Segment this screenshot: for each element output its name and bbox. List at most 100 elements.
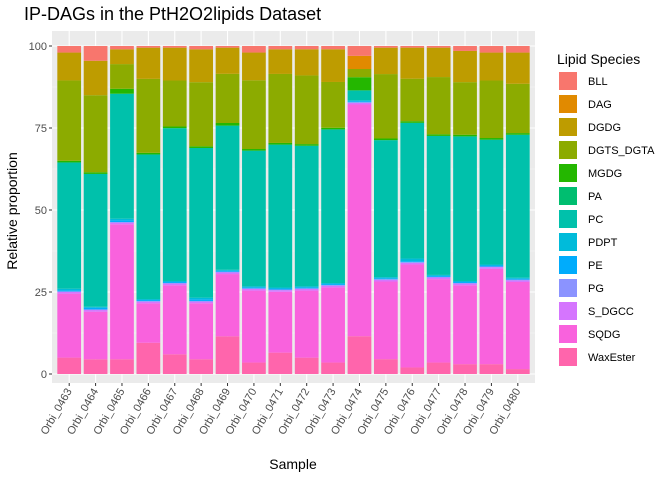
bar-segment-waxester-orbi-0468 bbox=[189, 359, 214, 374]
bar-segment-pg-orbi-0479 bbox=[479, 266, 504, 268]
x-axis-title: Sample bbox=[269, 456, 317, 472]
bar-segment-pg-orbi-0466 bbox=[136, 301, 161, 302]
bar-segment-waxester-orbi-0466 bbox=[136, 342, 161, 374]
legend-label-pe: PE bbox=[588, 260, 603, 272]
legend-swatch-pe bbox=[559, 256, 577, 274]
x-axis: Orbi_0463Orbi_0464Orbi_0465Orbi_0466Orbi… bbox=[39, 383, 523, 437]
bar-segment-waxester-orbi-0469 bbox=[215, 336, 240, 374]
bar-segment-pg-orbi-0476 bbox=[400, 262, 425, 263]
legend-swatch-sqdg bbox=[559, 325, 577, 343]
legend-label-s-dgcc: S_DGCC bbox=[588, 306, 634, 318]
legend-swatch-mgdg bbox=[559, 164, 577, 182]
bar-segment-s-dgcc-orbi-0468 bbox=[189, 301, 214, 304]
bar-segment-pdpt-orbi-0463 bbox=[57, 288, 82, 291]
bar-segment-pe-orbi-0466 bbox=[136, 300, 161, 302]
bar-segment-bll-orbi-0472 bbox=[294, 46, 319, 50]
bar-segment-s-dgcc-orbi-0479 bbox=[479, 267, 504, 269]
bar-segment-bll-orbi-0478 bbox=[453, 46, 477, 51]
bar-segment-pdpt-orbi-0464 bbox=[83, 306, 108, 308]
bar-segment-s-dgcc-orbi-0465 bbox=[110, 222, 134, 225]
bar-segment-dgdg-orbi-0466 bbox=[136, 47, 161, 79]
bar-segment-mgdg-orbi-0479 bbox=[479, 138, 504, 140]
bar-segment-pdpt-orbi-0471 bbox=[268, 287, 293, 289]
legend-label-waxester: WaxEster bbox=[588, 352, 636, 364]
legend-swatch-dgdg bbox=[559, 118, 577, 136]
bar-segment-waxester-orbi-0464 bbox=[83, 359, 108, 374]
bar-segment-pe-orbi-0470 bbox=[242, 287, 266, 289]
bar-segment-sqdg-orbi-0469 bbox=[215, 274, 240, 337]
bar-segment-waxester-orbi-0476 bbox=[400, 367, 425, 374]
bar-segment-pdpt-orbi-0466 bbox=[136, 299, 161, 301]
bar-segment-pdpt-orbi-0478 bbox=[453, 280, 477, 282]
bar-segment-bll-orbi-0464 bbox=[83, 46, 108, 61]
bar-segment-pc-orbi-0476 bbox=[400, 122, 425, 259]
bar-segment-pg-orbi-0465 bbox=[110, 222, 134, 223]
bar-segment-mgdg-orbi-0470 bbox=[242, 149, 266, 151]
legend-label-dgts-dgta: DGTS_DGTA bbox=[588, 145, 655, 157]
bar-segment-waxester-orbi-0473 bbox=[321, 362, 345, 374]
bar-segment-dag-orbi-0474 bbox=[347, 55, 372, 70]
y-axis-title: Relative proportion bbox=[4, 152, 20, 270]
bar-segment-pe-orbi-0477 bbox=[426, 275, 451, 277]
y-tick-label: 50 bbox=[35, 205, 47, 217]
bar-segment-waxester-orbi-0472 bbox=[294, 357, 319, 374]
bar-segment-dgdg-orbi-0472 bbox=[294, 49, 319, 76]
legend: Lipid Species BLL DAG DGDG DGTS_DGTA MGDG PA P… bbox=[557, 51, 655, 366]
bar-segment-dgdg-orbi-0473 bbox=[321, 49, 345, 82]
bar-segment-pe-orbi-0469 bbox=[215, 270, 240, 272]
bar-segment-pg-orbi-0471 bbox=[268, 289, 293, 291]
bar-segment-waxester-orbi-0478 bbox=[453, 364, 477, 374]
bar-segment-dgts-dgta-orbi-0465 bbox=[110, 64, 134, 89]
bar-segment-pg-orbi-0468 bbox=[189, 300, 214, 302]
y-axis: 0 25 50 75 100 bbox=[29, 41, 52, 381]
bar-segment-dgdg-orbi-0465 bbox=[110, 49, 134, 65]
bar-segment-bll-orbi-0463 bbox=[57, 46, 82, 53]
bar-segment-dgdg-orbi-0471 bbox=[268, 49, 293, 74]
legend-swatch-pa bbox=[559, 187, 577, 205]
bar-segment-pe-orbi-0478 bbox=[453, 281, 477, 283]
bar-segment-pc-orbi-0479 bbox=[479, 139, 504, 265]
bar-segment-dgdg-orbi-0478 bbox=[453, 50, 477, 83]
bar-segment-pe-orbi-0467 bbox=[162, 281, 187, 283]
bar-segment-mgdg-orbi-0466 bbox=[136, 152, 161, 155]
legend-label-pc: PC bbox=[588, 214, 603, 226]
bar-segment-dgdg-orbi-0479 bbox=[479, 52, 504, 81]
bar-segment-pg-orbi-0474 bbox=[347, 102, 372, 103]
bar-segment-sqdg-orbi-0470 bbox=[242, 290, 266, 363]
bar-segment-pc-orbi-0477 bbox=[426, 135, 451, 275]
bar-segment-pc-orbi-0463 bbox=[57, 162, 82, 289]
bar-segment-waxester-orbi-0465 bbox=[110, 359, 134, 374]
bar-segment-dgts-dgta-orbi-0463 bbox=[57, 80, 82, 161]
bar-segment-mgdg-orbi-0469 bbox=[215, 123, 240, 126]
bar-segment-bll-orbi-0468 bbox=[189, 46, 214, 50]
bar-segment-dgts-dgta-orbi-0468 bbox=[189, 82, 214, 147]
bar-segment-pe-orbi-0474 bbox=[347, 101, 372, 103]
bar-segment-sqdg-orbi-0476 bbox=[400, 264, 425, 368]
bar-segment-mgdg-orbi-0467 bbox=[162, 126, 187, 129]
bar-segment-mgdg-orbi-0474 bbox=[347, 77, 372, 91]
bar-segment-waxester-orbi-0467 bbox=[162, 354, 187, 374]
legend-label-bll: BLL bbox=[588, 76, 608, 88]
bar-segment-dgts-dgta-orbi-0466 bbox=[136, 78, 161, 153]
bar-segment-sqdg-orbi-0464 bbox=[83, 311, 108, 360]
bar-segment-pc-orbi-0467 bbox=[162, 128, 187, 281]
bar-segment-dgts-dgta-orbi-0467 bbox=[162, 80, 187, 127]
bar-segment-bll-orbi-0480 bbox=[505, 46, 530, 53]
legend-label-sqdg: SQDG bbox=[588, 329, 620, 341]
bar-segment-bll-orbi-0477 bbox=[426, 46, 451, 48]
bar-segment-pe-orbi-0476 bbox=[400, 261, 425, 263]
bar-segment-bll-orbi-0473 bbox=[321, 46, 345, 50]
bar-segment-pe-orbi-0473 bbox=[321, 284, 345, 286]
bar-segment-sqdg-orbi-0474 bbox=[347, 104, 372, 337]
bar-segment-pg-orbi-0469 bbox=[215, 271, 240, 273]
bar-segment-bll-orbi-0469 bbox=[215, 46, 240, 48]
legend-swatch-s-dgcc bbox=[559, 302, 577, 320]
bar-segment-pe-orbi-0475 bbox=[373, 278, 398, 280]
bar-segment-pc-orbi-0471 bbox=[268, 144, 293, 288]
bar-segment-pg-orbi-0467 bbox=[162, 282, 187, 284]
legend-swatch-dgts-dgta bbox=[559, 141, 577, 159]
bar-segment-dgts-dgta-orbi-0464 bbox=[83, 95, 108, 173]
bar-segment-dgdg-orbi-0467 bbox=[162, 47, 187, 81]
bar-segment-bll-orbi-0467 bbox=[162, 46, 187, 48]
bar-segment-mgdg-orbi-0477 bbox=[426, 134, 451, 136]
